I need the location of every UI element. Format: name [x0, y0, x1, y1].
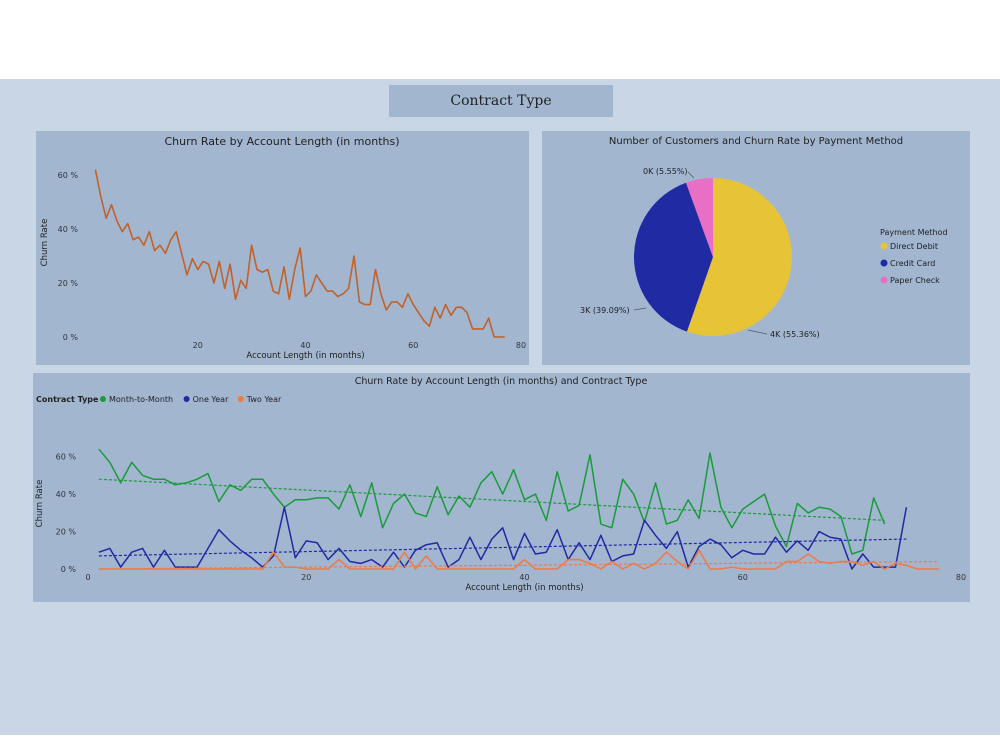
legend-item-2: Two Year [246, 395, 282, 404]
pie-slice-paper-check [686, 178, 713, 257]
x-tick-label: 80 [956, 573, 966, 582]
x-axis-label: Account Length (in months) [465, 583, 583, 593]
legend-item-1: Credit Card [890, 259, 935, 268]
pie-data-label: 4K (55.36%) [770, 330, 820, 339]
x-tick-label: 80 [516, 341, 526, 350]
legend-marker-2 [237, 396, 244, 402]
y-tick-label: 0 % [61, 565, 77, 574]
churn-by-length-panel: Churn Rate by Account Length (in months)… [36, 131, 529, 365]
series-line-1 [98, 506, 908, 570]
x-tick-label: 40 [300, 341, 310, 350]
churn-by-contract-chart: Churn Rate by Account Length (in months)… [35, 376, 966, 593]
series-line-0 [94, 169, 505, 338]
x-tick-label: 20 [301, 573, 311, 582]
payment-method-panel: Number of Customers and Churn Rate by Pa… [542, 131, 970, 365]
x-tick-label: 0 [85, 573, 90, 582]
y-tick-label: 40 % [58, 225, 79, 234]
pie-data-label: 0K (5.55%) [643, 167, 688, 176]
pie-slice-credit-card [634, 182, 713, 332]
legend-item-2: Paper Check [890, 276, 940, 285]
pie-leader-line [687, 171, 695, 179]
legend-title: Payment Method [880, 228, 948, 237]
dashboard-canvas: Contract Type Churn Rate by Account Leng… [0, 79, 1000, 735]
legend-item-0: Month-to-Month [109, 395, 173, 404]
x-tick-label: 60 [408, 341, 418, 350]
trendline-1 [98, 538, 907, 557]
payment-method-pie-chart: Number of Customers and Churn Rate by Pa… [580, 136, 948, 339]
legend-item-1: One Year [193, 395, 229, 404]
y-tick-label: 60 % [56, 453, 77, 462]
legend-marker-1 [183, 396, 190, 402]
legend-item-0: Direct Debit [890, 242, 938, 251]
x-tick-label: 60 [738, 573, 748, 582]
y-tick-label: 20 % [56, 528, 77, 537]
y-axis-label: Churn Rate [35, 480, 45, 528]
y-axis-label: Churn Rate [40, 219, 50, 267]
legend-marker-1 [880, 259, 888, 267]
legend-marker-0 [100, 396, 106, 402]
x-tick-label: 20 [193, 341, 203, 350]
churn-by-contract-panel: Churn Rate by Account Length (in months)… [33, 373, 970, 602]
legend-title: Contract Type [36, 395, 99, 404]
y-tick-label: 40 % [56, 490, 77, 499]
y-tick-label: 0 % [63, 333, 79, 342]
chart-title: Number of Customers and Churn Rate by Pa… [609, 136, 903, 147]
x-tick-label: 40 [519, 573, 529, 582]
pie-slice-direct-debit [686, 178, 792, 336]
y-tick-label: 60 % [58, 171, 79, 180]
pie-data-label: 3K (39.09%) [580, 306, 630, 315]
pie-leader-line [747, 329, 768, 335]
series-line-2 [98, 549, 940, 570]
chart-title: Churn Rate by Account Length (in months) [164, 135, 399, 148]
pie-leader-line [633, 307, 647, 311]
series-line-0 [98, 448, 886, 555]
legend-marker-0 [880, 242, 888, 250]
churn-by-length-chart: Churn Rate by Account Length (in months)… [40, 135, 526, 361]
page-title: Contract Type [389, 85, 613, 117]
y-tick-label: 20 % [58, 279, 79, 288]
chart-title: Churn Rate by Account Length (in months)… [355, 376, 648, 387]
legend-marker-2 [880, 276, 888, 284]
x-axis-label: Account Length (in months) [246, 351, 364, 361]
